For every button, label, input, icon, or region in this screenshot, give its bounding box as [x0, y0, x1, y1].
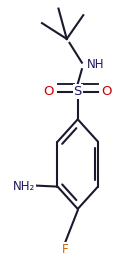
Text: NH: NH	[87, 58, 104, 71]
Text: S: S	[74, 85, 82, 98]
Text: O: O	[44, 85, 54, 98]
Text: O: O	[101, 85, 112, 98]
Text: F: F	[62, 242, 69, 255]
Text: NH₂: NH₂	[13, 180, 35, 193]
